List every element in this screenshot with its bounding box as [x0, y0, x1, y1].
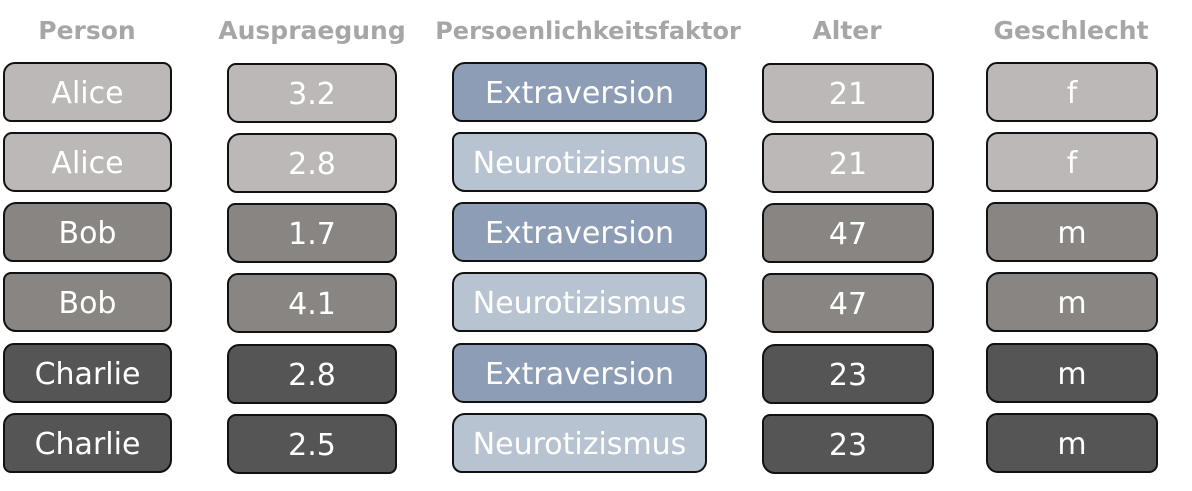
cell-alter: 21: [762, 63, 934, 123]
cell-auspraegung-text: 2.8: [288, 358, 336, 393]
cell-auspraegung-text: 4.1: [288, 287, 336, 322]
cell-faktor-text: Neurotizismus: [472, 286, 687, 321]
cell-faktor-text: Neurotizismus: [472, 427, 687, 462]
cell-faktor: Extraversion: [452, 202, 707, 262]
cell-auspraegung: 3.2: [227, 63, 397, 123]
cell-alter-text: 21: [828, 77, 868, 112]
cell-faktor: Extraversion: [452, 343, 707, 403]
cell-person: Charlie: [3, 413, 172, 473]
cell-faktor-text: Extraversion: [484, 216, 675, 251]
header-faktor: Persoenlichkeitsfaktor: [435, 17, 741, 45]
cell-faktor: Neurotizismus: [452, 132, 707, 192]
cell-person-text: Charlie: [34, 427, 141, 462]
cell-geschlecht-text: m: [1057, 286, 1087, 321]
cell-faktor: Neurotizismus: [452, 413, 707, 473]
cell-auspraegung-text: 3.2: [288, 77, 336, 112]
cell-alter-text: 47: [828, 287, 868, 322]
cell-faktor-text: Extraversion: [484, 76, 675, 111]
header-alter: Alter: [812, 16, 882, 45]
cell-geschlecht: m: [986, 272, 1158, 332]
cell-faktor-text: Extraversion: [484, 357, 675, 392]
cell-person: Bob: [3, 272, 172, 332]
cell-auspraegung: 1.7: [227, 203, 397, 263]
cell-person-text: Bob: [58, 216, 117, 251]
cell-geschlecht-text: m: [1057, 357, 1087, 392]
cell-geschlecht: m: [986, 343, 1158, 403]
cell-alter: 23: [762, 344, 934, 404]
cell-alter-text: 23: [828, 428, 868, 463]
cell-auspraegung: 4.1: [227, 273, 397, 333]
cell-geschlecht: f: [986, 62, 1158, 122]
cell-geschlecht-text: m: [1057, 216, 1087, 251]
cell-geschlecht: f: [986, 132, 1158, 192]
cell-person-text: Charlie: [34, 357, 141, 392]
cell-person: Alice: [3, 132, 172, 192]
cell-auspraegung: 2.8: [227, 344, 397, 404]
cell-alter: 23: [762, 414, 934, 474]
cell-alter-text: 21: [828, 147, 868, 182]
cell-auspraegung-text: 2.8: [288, 147, 336, 182]
cell-alter-text: 23: [828, 358, 868, 393]
cell-person: Alice: [3, 62, 172, 122]
header-geschlecht: Geschlecht: [993, 16, 1149, 45]
cell-geschlecht: m: [986, 202, 1158, 262]
cell-alter: 21: [762, 133, 934, 193]
cell-faktor: Neurotizismus: [452, 272, 707, 332]
cell-auspraegung: 2.8: [227, 133, 397, 193]
cell-person-text: Bob: [58, 286, 117, 321]
cell-auspraegung: 2.5: [227, 414, 397, 474]
cell-geschlecht-text: m: [1057, 427, 1087, 462]
cell-geschlecht-text: f: [1066, 76, 1078, 111]
header-auspraegung: Auspraegung: [218, 16, 406, 45]
cell-faktor: Extraversion: [452, 62, 707, 122]
cell-auspraegung-text: 2.5: [288, 428, 336, 463]
cell-alter: 47: [762, 203, 934, 263]
cell-person: Bob: [3, 202, 172, 262]
cell-alter: 47: [762, 273, 934, 333]
cell-person-text: Alice: [51, 76, 124, 111]
cell-person-text: Alice: [51, 146, 124, 181]
cell-faktor-text: Neurotizismus: [472, 146, 687, 181]
cell-person: Charlie: [3, 343, 172, 403]
cell-geschlecht-text: f: [1066, 146, 1078, 181]
cell-geschlecht: m: [986, 413, 1158, 473]
header-person: Person: [38, 16, 136, 45]
cell-auspraegung-text: 1.7: [288, 217, 336, 252]
cell-alter-text: 47: [828, 217, 868, 252]
